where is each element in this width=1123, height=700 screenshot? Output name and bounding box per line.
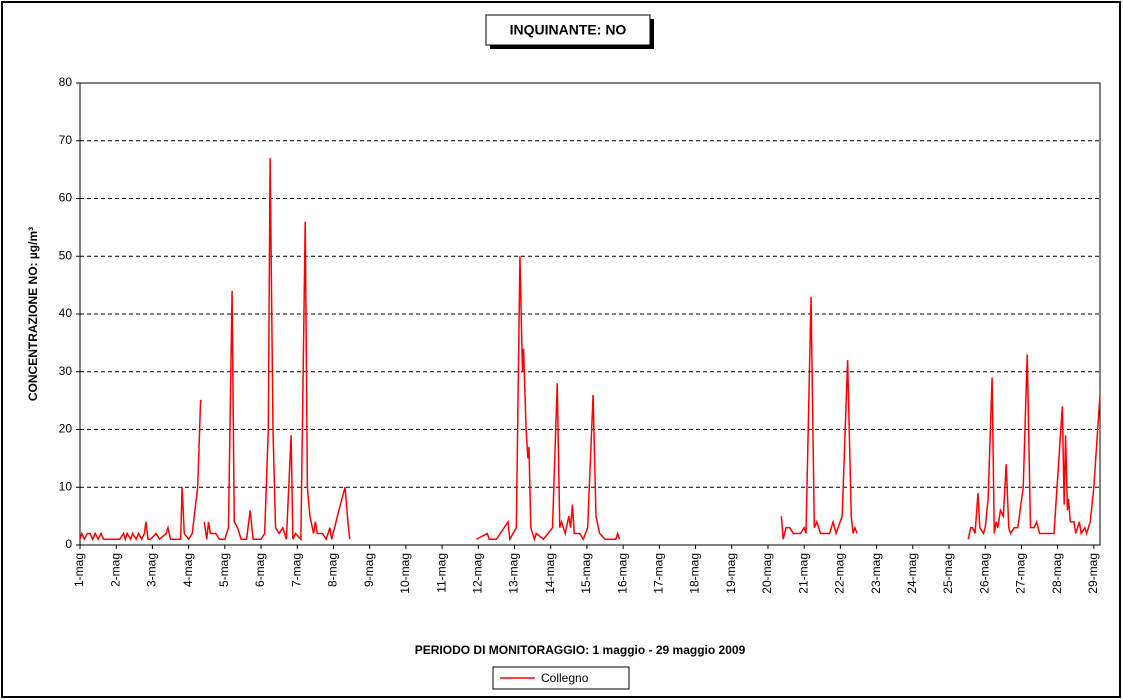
x-tick-label: 10-mag [398,553,412,594]
y-tick-label: 80 [59,75,73,89]
x-tick-label: 9-mag [362,553,376,587]
data-line [476,256,621,542]
x-tick-label: 4-mag [181,553,195,587]
x-tick-label: 12-mag [470,553,484,594]
x-tick-label: 1-mag [72,553,86,587]
y-tick-label: 10 [59,479,73,493]
legend-box [492,666,630,690]
x-tick-label: 5-mag [217,553,231,587]
chart-title: INQUINANTE: NO [510,22,627,38]
x-axis-label: PERIODO DI MONITORAGGIO: 1 maggio - 29 m… [415,643,746,657]
y-tick-label: 70 [59,133,73,147]
title-box [485,14,651,46]
data-line [967,354,1101,540]
x-tick-label: 8-mag [326,553,340,587]
x-tick-label: 21-mag [796,553,810,594]
x-tick-label: 28-mag [1050,553,1064,594]
x-tick-label: 29-mag [1086,553,1100,594]
x-tick-label: 18-mag [688,553,702,594]
y-tick-label: 50 [59,248,73,262]
y-tick-label: 0 [65,537,72,551]
y-tick-label: 30 [59,364,73,378]
y-axis-label: CONCENTRAZIONE NO: µg/m³ [26,227,40,401]
x-tick-label: 14-mag [543,553,557,594]
x-tick-label: 13-mag [507,553,521,594]
y-tick-label: 20 [59,422,73,436]
x-tick-label: 25-mag [941,553,955,594]
x-tick-label: 23-mag [869,553,883,594]
data-line [203,158,351,542]
x-tick-label: 20-mag [760,553,774,594]
y-tick-label: 40 [59,306,73,320]
data-line [780,296,858,540]
x-tick-label: 3-mag [145,553,159,587]
x-tick-label: 19-mag [724,553,738,594]
x-tick-label: 22-mag [833,553,847,594]
x-tick-label: 16-mag [615,553,629,594]
x-tick-label: 15-mag [579,553,593,594]
legend-label: Collegno [541,671,589,685]
data-line [79,399,202,542]
x-tick-label: 26-mag [977,553,991,594]
x-tick-label: 24-mag [905,553,919,594]
x-tick-label: 11-mag [434,553,448,593]
x-tick-label: 2-mag [108,553,122,587]
x-tick-label: 7-mag [289,553,303,587]
y-tick-label: 60 [59,191,73,205]
x-tick-label: 17-mag [652,553,666,594]
x-tick-label: 6-mag [253,553,267,587]
x-tick-label: 27-mag [1014,553,1028,594]
